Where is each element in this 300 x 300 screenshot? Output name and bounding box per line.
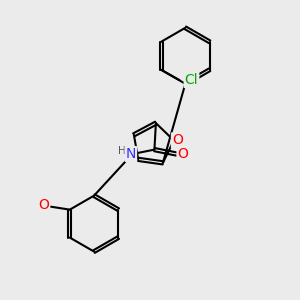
Text: O: O: [38, 198, 49, 212]
Text: O: O: [172, 134, 183, 147]
Text: Cl: Cl: [185, 73, 198, 87]
Text: N: N: [126, 147, 136, 161]
Text: O: O: [178, 147, 188, 161]
Text: H: H: [118, 146, 126, 156]
